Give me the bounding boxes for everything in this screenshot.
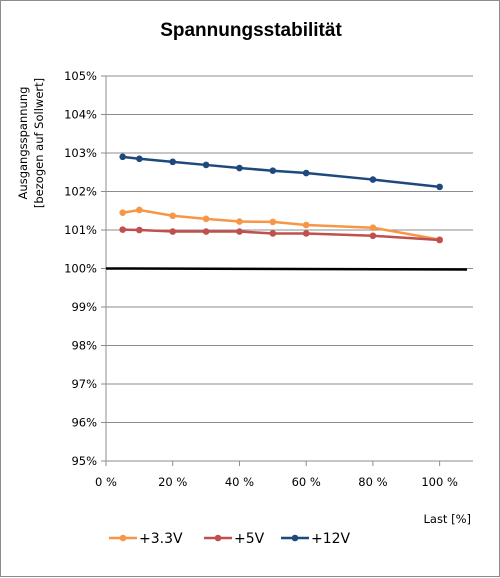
y-tick-label: 105% [64, 69, 97, 83]
y-tick-label: 103% [64, 146, 97, 160]
data-point-33v [136, 206, 143, 214]
data-point-5v [136, 226, 143, 234]
legend-swatch-marker [291, 534, 299, 542]
data-point-12v [369, 176, 377, 183]
data-point-12v [202, 161, 210, 169]
data-point-12v [119, 153, 126, 161]
y-tick-label: 99% [71, 300, 97, 314]
x-tick-label: 40 % [225, 475, 254, 489]
legend-label: +12V [311, 531, 351, 547]
y-tick-labels: 95% 96% 97% 98% 99% 100% 101% 102% 103% 104% 105% [64, 69, 97, 468]
data-point-5v [236, 228, 243, 235]
data-point-5v [169, 228, 177, 235]
data-point-12v [302, 169, 310, 177]
legend-swatch-marker [214, 534, 222, 542]
x-tick-label: 60 % [292, 475, 321, 489]
legend-item-33v: +3.3V [109, 531, 183, 547]
data-point-12v [169, 158, 177, 166]
x-tick-labels: 0 % 20 % 40 % 60 % 80 % 100 % [95, 461, 458, 489]
x-tick-label: 0 % [95, 475, 117, 489]
y-tick-label: 102% [64, 185, 97, 199]
series-12v [119, 153, 443, 191]
legend-label: +3.3V [139, 531, 183, 547]
data-point-33v [169, 212, 177, 220]
y-tick-label: 97% [71, 377, 97, 391]
x-axis-label: Last [%] [423, 512, 471, 526]
reference-line-100 [105, 267, 468, 271]
data-point-33v [119, 209, 126, 216]
y-tick-label: 95% [71, 454, 97, 468]
series-5v [119, 226, 443, 244]
data-point-33v [202, 215, 210, 223]
data-point-5v [302, 230, 310, 237]
data-point-5v [269, 230, 277, 237]
y-tick-label: 104% [64, 108, 97, 122]
data-point-12v [436, 183, 443, 191]
x-tick-label: 100 % [421, 475, 458, 489]
legend: +3.3V +5V +12V [109, 531, 351, 547]
data-point-5v [369, 232, 377, 240]
reference-line [105, 267, 468, 271]
y-tick-label: 101% [64, 223, 97, 237]
chart-title: Spannungsstabilität [160, 20, 342, 41]
data-point-33v [269, 218, 277, 226]
data-point-33v [302, 221, 310, 229]
data-point-5v [202, 228, 210, 235]
data-point-33v [369, 224, 377, 231]
data-point-5v [119, 226, 126, 233]
data-point-5v [436, 236, 443, 244]
y-tick-label: 100% [64, 262, 97, 276]
x-tick-label: 20 % [158, 475, 187, 489]
y-axis-label-line1: Ausgangsspannung [16, 87, 30, 200]
data-point-12v [136, 155, 143, 163]
y-axis-label: Ausgangsspannung [bezogen auf Sollwert] [16, 78, 46, 208]
y-axis-label-line2: [bezogen auf Sollwert] [32, 78, 46, 208]
y-tick-label: 98% [71, 339, 97, 353]
legend-item-12v: +12V [281, 531, 351, 547]
series-group [119, 153, 443, 244]
data-point-12v [236, 164, 243, 172]
y-tick-label: 96% [71, 416, 97, 430]
data-point-12v [269, 167, 277, 175]
x-tick-label: 80 % [358, 475, 387, 489]
legend-swatch-marker [119, 534, 127, 542]
legend-label: +5V [234, 531, 265, 547]
legend-item-5v: +5V [204, 531, 265, 547]
data-point-33v [236, 218, 243, 225]
